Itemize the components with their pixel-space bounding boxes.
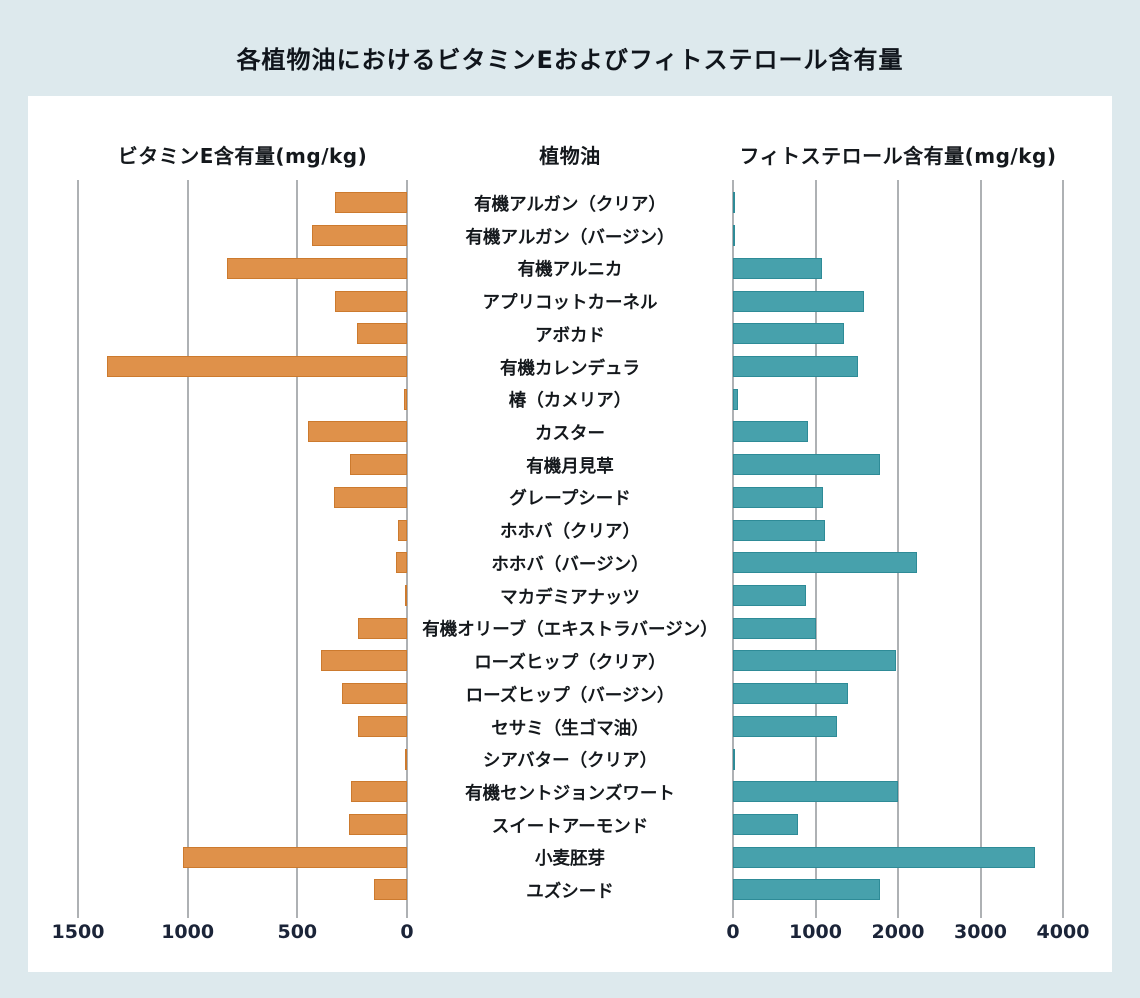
vitamin-e-bar (348, 814, 407, 836)
chart-panel (28, 96, 1112, 972)
category-label: マカデミアナッツ (500, 587, 640, 608)
left-gridline (406, 180, 408, 918)
phytosterol-bar (733, 879, 880, 901)
category-label: 有機アルガン（バージン） (465, 227, 675, 248)
vitamin-e-bar (334, 290, 407, 312)
vitamin-e-bar (374, 879, 407, 901)
category-label: ホホバ（クリア） (500, 522, 640, 543)
vitamin-e-bar (342, 683, 407, 705)
category-label: シアバター（クリア） (482, 751, 658, 772)
center-column-header: 植物油 (539, 144, 601, 168)
category-label: ローズヒップ（バージン） (465, 685, 675, 706)
phytosterol-bar (733, 192, 735, 214)
category-label: 小麦胚芽 (535, 849, 605, 870)
phytosterol-bar (733, 715, 837, 737)
category-label: アボカド (535, 325, 605, 346)
phytosterol-bar (733, 585, 806, 606)
category-label: ホホバ（バージン） (491, 554, 649, 575)
right-axis-tick-label: 1000 (789, 921, 842, 943)
phytosterol-bar (733, 486, 823, 508)
right-gridline (897, 180, 899, 918)
category-label: 有機オリーブ（エキストラバージン） (422, 620, 718, 641)
vitamin-e-bar (351, 781, 407, 803)
vitamin-e-bar (404, 748, 407, 770)
vitamin-e-bar (396, 552, 407, 574)
vitamin-e-bar (308, 421, 407, 443)
right-gridline (814, 180, 817, 918)
left-gridline (186, 180, 189, 918)
right-axis-tick-label: 4000 (1036, 921, 1090, 943)
vitamin-e-bar (183, 846, 407, 868)
phytosterol-bar (733, 650, 896, 672)
phytosterol-bar (733, 748, 735, 770)
right-gridline (1062, 180, 1064, 918)
vitamin-e-bar (106, 355, 407, 377)
left-gridline (77, 180, 79, 918)
chart-title: 各植物油におけるビタミンEおよびフィトステロール含有量 (236, 46, 904, 74)
category-label: セサミ（生ゴマ油） (491, 718, 649, 739)
phytosterol-bar (733, 846, 1035, 868)
right-axis-tick-label: 3000 (954, 921, 1007, 943)
category-label: ユズシード (526, 882, 614, 903)
vitamin-e-bar (334, 192, 407, 214)
right-axis-tick-label: 2000 (871, 921, 925, 943)
category-label: ローズヒップ（クリア） (474, 653, 666, 674)
phytosterol-bar (733, 257, 823, 279)
right-gridline (732, 180, 734, 918)
phytosterol-bar (733, 421, 809, 443)
phytosterol-bar (733, 683, 848, 705)
category-label: 有機月見草 (526, 456, 614, 477)
left-gridline (296, 180, 299, 918)
phytosterol-bar (733, 617, 817, 639)
category-label: 有機セントジョンズワート (465, 783, 675, 804)
phytosterol-bar (733, 355, 859, 377)
vitamin-e-bar (227, 257, 407, 279)
category-label: グレープシード (509, 489, 631, 510)
vitamin-e-bar (333, 486, 407, 508)
phytosterol-bar (733, 225, 735, 247)
category-label: アプリコットカーネル (482, 293, 658, 314)
vitamin-e-bar (357, 715, 407, 737)
vitamin-e-bar (357, 617, 407, 639)
left-axis-tick-label: 1000 (161, 921, 215, 943)
vitamin-e-bar (404, 585, 407, 606)
vitamin-e-bar (321, 650, 407, 672)
category-label: 有機アルニカ (517, 260, 623, 281)
phytosterol-bar (733, 290, 865, 312)
phytosterol-bar (733, 388, 738, 410)
phytosterol-bar (733, 323, 845, 345)
left-axis-tick-label: 500 (277, 921, 318, 943)
phytosterol-bar (733, 814, 799, 836)
category-label: 椿（カメリア） (508, 391, 632, 412)
category-label: 有機アルガン（クリア） (474, 195, 666, 215)
vitamin-e-bar (356, 323, 407, 345)
phytosterol-bar (733, 519, 826, 541)
category-label: カスター (535, 424, 605, 445)
category-label: 有機カレンデュラ (500, 358, 640, 379)
phytosterol-bar (733, 454, 880, 476)
right-gridline (979, 180, 982, 918)
vitamin-e-bar (311, 225, 407, 247)
category-label: スイートアーモンド (491, 816, 649, 837)
vitamin-e-bar (403, 388, 407, 410)
right-axis-tick-label: 0 (726, 921, 740, 943)
left-axis-tick-label: 0 (400, 921, 414, 943)
vitamin-e-bar (398, 519, 407, 541)
right-axis-header: フィトステロール含有量(mg/kg) (739, 144, 1057, 168)
vitamin-e-bar (349, 454, 407, 476)
phytosterol-bar (733, 781, 898, 803)
phytosterol-bar (733, 552, 917, 574)
left-axis-header: ビタミンE含有量(mg/kg) (117, 144, 368, 168)
left-axis-tick-label: 1500 (51, 921, 105, 943)
